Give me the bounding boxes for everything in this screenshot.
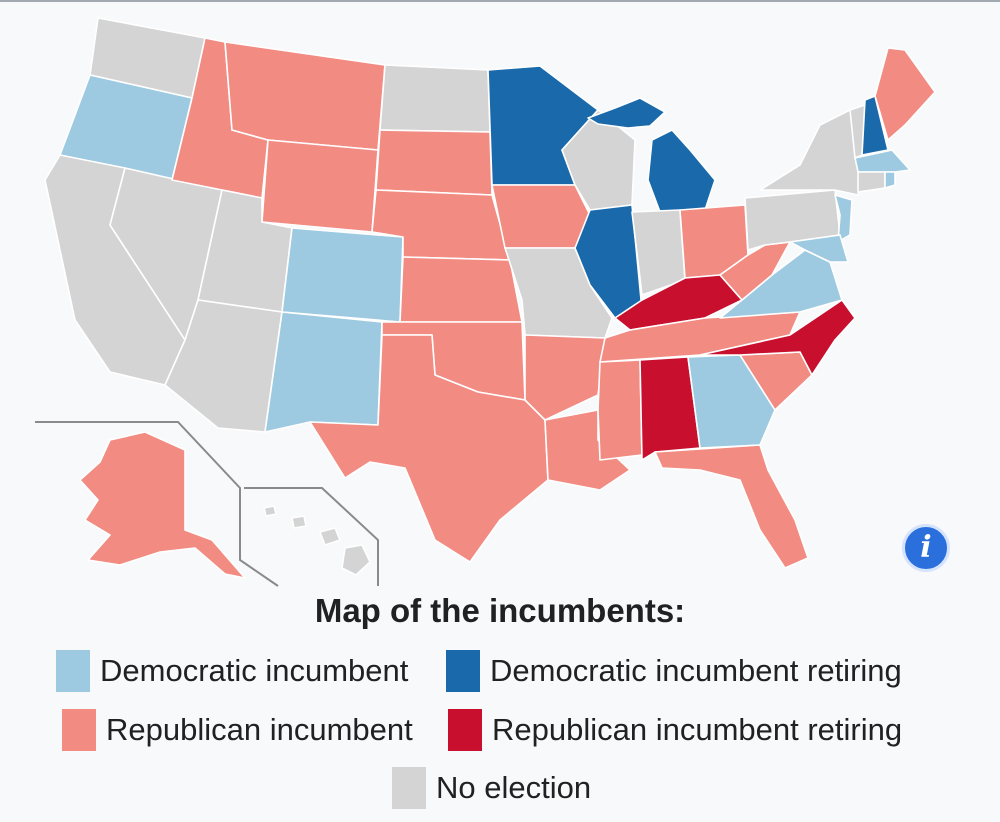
state-hawaii-kauai[interactable] — [263, 505, 277, 517]
state-montana[interactable] — [224, 41, 386, 151]
state-new-jersey[interactable] — [834, 194, 853, 243]
legend-swatch — [56, 650, 90, 692]
hawaii-inset-frame — [244, 487, 379, 586]
state-colorado[interactable] — [281, 227, 404, 323]
state-hawaii-oahu[interactable] — [291, 515, 307, 529]
us-map: i — [35, 17, 950, 587]
legend-swatch — [62, 709, 96, 751]
legend-item-rep-incumbent: Republican incumbent — [62, 707, 413, 753]
state-hawaii[interactable] — [341, 544, 371, 576]
state-maryland[interactable] — [789, 234, 849, 263]
us-map-svg — [35, 17, 936, 587]
legend-label: Democratic incumbent retiring — [490, 653, 902, 688]
state-mississippi[interactable] — [597, 359, 643, 461]
legend-swatch — [392, 767, 426, 809]
info-icon[interactable]: i — [902, 524, 950, 572]
legend-item-no-election: No election — [392, 765, 591, 811]
state-michigan[interactable] — [647, 129, 716, 213]
state-south-dakota[interactable] — [375, 129, 493, 196]
top-border — [0, 0, 1000, 2]
state-michigan-upper[interactable] — [587, 97, 666, 129]
state-wyoming[interactable] — [261, 139, 379, 233]
state-illinois[interactable] — [574, 204, 643, 323]
state-north-carolina[interactable] — [699, 299, 856, 376]
state-new-mexico[interactable] — [264, 311, 383, 433]
legend-title: Map of the incumbents: — [314, 592, 686, 629]
legend-label: Republican incumbent retiring — [492, 712, 903, 747]
state-new-hampshire[interactable] — [861, 95, 889, 156]
legend-label: No election — [436, 770, 592, 805]
legend-swatch — [446, 650, 480, 692]
legend-item-dem-incumbent: Democratic incumbent — [56, 648, 408, 694]
legend-label: Republican incumbent — [106, 712, 413, 747]
state-new-york[interactable] — [759, 109, 863, 196]
legend-item-rep-retiring: Republican incumbent retiring — [448, 707, 902, 753]
state-connecticut[interactable] — [857, 171, 886, 193]
state-iowa[interactable] — [491, 184, 591, 249]
state-texas[interactable] — [309, 334, 549, 563]
alaska-inset-frame — [35, 421, 279, 587]
state-florida[interactable] — [654, 444, 809, 569]
state-north-dakota[interactable] — [379, 64, 491, 133]
state-maine[interactable] — [874, 47, 936, 141]
state-arkansas[interactable] — [524, 334, 606, 421]
state-massachusetts[interactable] — [854, 149, 911, 173]
state-rhode-island[interactable] — [884, 171, 896, 189]
legend-label: Democratic incumbent — [100, 653, 409, 688]
state-kansas[interactable] — [399, 256, 523, 323]
legend-item-dem-retiring: Democratic incumbent retiring — [446, 648, 902, 694]
legend-swatch — [448, 709, 482, 751]
state-hawaii-maui[interactable] — [319, 527, 341, 546]
state-virginia[interactable] — [719, 249, 843, 319]
state-alaska[interactable] — [79, 431, 246, 579]
